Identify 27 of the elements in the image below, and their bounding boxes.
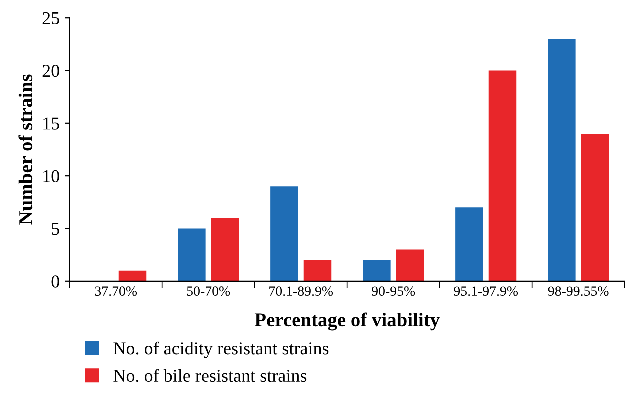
bar	[304, 260, 332, 282]
bar	[270, 186, 298, 282]
bar	[118, 270, 147, 282]
bar	[211, 218, 240, 282]
x-tick-label: 95.1-97.9%	[454, 286, 518, 296]
y-tick-label: 10	[44, 170, 60, 183]
bar	[548, 39, 576, 282]
y-tick-label: 25	[42, 12, 60, 25]
y-tick-label: 5	[52, 223, 60, 236]
bar	[363, 260, 391, 282]
y-axis-title: Number of strains	[18, 74, 33, 225]
x-axis-title: Percentage of viability	[254, 312, 440, 331]
legend-label: No. of bile resistant strains	[114, 369, 307, 382]
x-tick-label: 90-95%	[372, 286, 416, 296]
x-tick-label: 50-70%	[187, 286, 230, 296]
x-tick-label: 70.1-89.9%	[270, 286, 334, 296]
bar	[178, 228, 206, 282]
y-tick-label: 20	[42, 65, 60, 78]
bar	[581, 134, 610, 282]
y-tick-label: 0	[52, 276, 60, 288]
y-tick-label: 15	[44, 118, 60, 130]
x-tick-label: 98-99.55%	[548, 286, 609, 296]
legend-label: No. of acidity resistant strains	[114, 342, 329, 358]
bar	[456, 208, 484, 282]
bar	[488, 70, 517, 282]
x-tick-label: 37.70%	[95, 286, 138, 296]
bar	[396, 250, 424, 282]
